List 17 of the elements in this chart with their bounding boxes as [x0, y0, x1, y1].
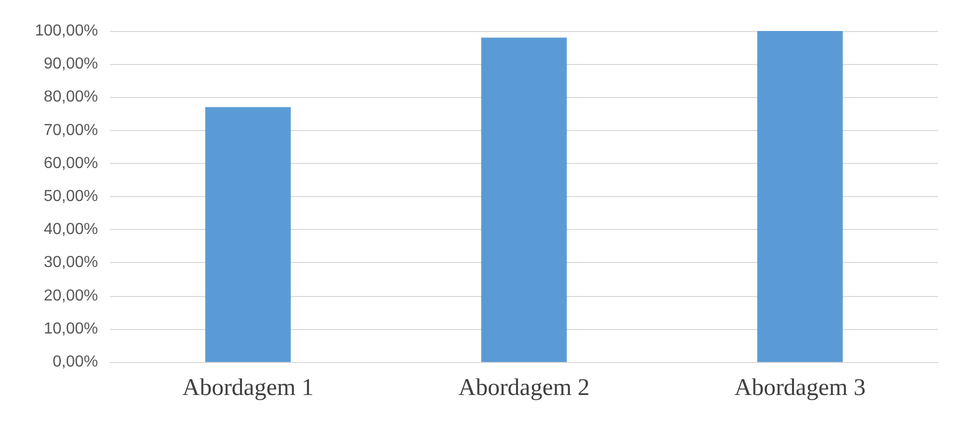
y-tick-label: 80,00%: [44, 88, 98, 106]
x-tick-label: Abordagem 2: [458, 375, 590, 401]
y-tick-label: 60,00%: [44, 154, 98, 172]
y-tick-label: 70,00%: [44, 122, 98, 139]
y-tick-label: 0,00%: [52, 354, 98, 370]
y-tick-label: 40,00%: [44, 221, 98, 238]
y-tick-label: 90,00%: [44, 56, 98, 73]
bar: [757, 31, 843, 362]
bar: [205, 107, 291, 362]
x-tick-label: Abordagem 3: [734, 375, 866, 401]
bar: [481, 38, 567, 362]
y-tick-label: 10,00%: [44, 320, 98, 338]
y-tick-label: 50,00%: [44, 188, 98, 205]
y-tick-label: 30,00%: [44, 254, 98, 272]
y-tick-label: 100,00%: [34, 22, 98, 40]
y-tick-label: 20,00%: [44, 287, 98, 304]
x-tick-label: Abordagem 1: [182, 375, 314, 401]
